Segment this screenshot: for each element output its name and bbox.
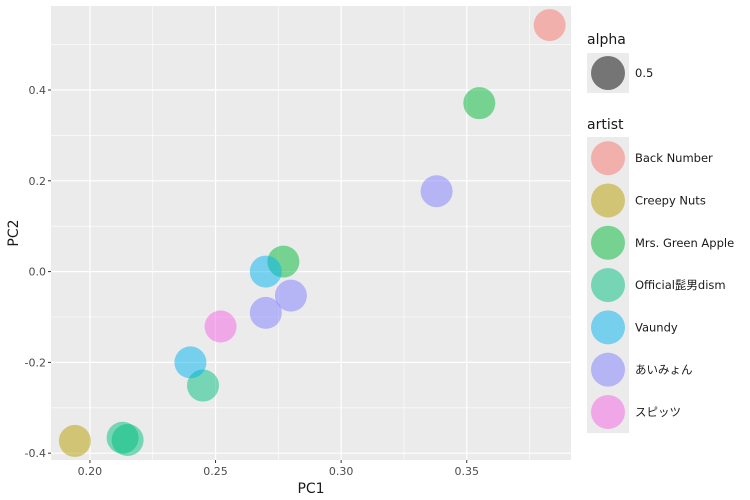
- major-gridlines: [51, 6, 571, 460]
- x-axis-title: PC1: [297, 481, 324, 497]
- legend-label: Creepy Nuts: [635, 193, 706, 207]
- legend-artist-title: artist: [587, 117, 624, 133]
- data-point: [111, 424, 144, 457]
- legend-key: [591, 141, 625, 176]
- x-tick-label: 0.35: [454, 465, 479, 478]
- minor-gridlines: [51, 6, 571, 460]
- data-point: [463, 87, 496, 120]
- legend-key: [591, 310, 625, 345]
- y-tick-label: -0.2: [25, 356, 46, 369]
- data-point: [533, 9, 566, 42]
- legend-alpha-value: 0.5: [635, 66, 653, 80]
- y-axis: -0.4 -0.2 0.0 0.2 0.4: [25, 84, 51, 460]
- y-tick-label: 0.4: [29, 84, 47, 97]
- y-tick-label: 0.2: [29, 175, 47, 188]
- data-points: [58, 9, 566, 457]
- legend-key: [591, 225, 625, 260]
- data-point: [58, 424, 91, 457]
- legend-artist-items: Back Number Creepy Nuts Mrs. Green Apple Of…: [587, 137, 734, 434]
- data-point: [204, 310, 237, 343]
- y-axis-title: PC2: [6, 219, 22, 246]
- legend-key: [591, 183, 625, 218]
- data-point: [174, 346, 207, 379]
- legend-label: Mrs. Green Apple: [635, 236, 734, 250]
- x-tick-label: 0.25: [203, 465, 228, 478]
- legend-label: Official髭男dism: [635, 278, 726, 292]
- x-axis: 0.20 0.25 0.30 0.35: [78, 460, 479, 478]
- y-tick-label: 0.0: [29, 266, 47, 279]
- legend-key: [591, 268, 625, 303]
- legend-label: スピッツ: [635, 405, 681, 419]
- data-point: [420, 175, 453, 208]
- legend-alpha: alpha 0.5: [587, 32, 653, 93]
- legend-label: Vaundy: [635, 320, 678, 334]
- legend-key: [591, 394, 625, 429]
- data-point: [249, 296, 282, 329]
- legend-label: Back Number: [635, 151, 713, 165]
- y-tick-label: -0.4: [25, 447, 46, 460]
- data-point: [274, 279, 307, 312]
- x-tick-label: 0.20: [78, 465, 103, 478]
- legend-key: [591, 352, 625, 387]
- panel-background: [51, 6, 571, 460]
- legend-alpha-key: [591, 56, 625, 90]
- legend-artist: artist Back Number Creepy Nuts Mrs. Green …: [587, 117, 734, 434]
- legend-alpha-title: alpha: [587, 32, 626, 48]
- x-tick-label: 0.30: [329, 465, 354, 478]
- legend-label: あいみょん: [635, 363, 693, 377]
- data-point: [249, 255, 282, 288]
